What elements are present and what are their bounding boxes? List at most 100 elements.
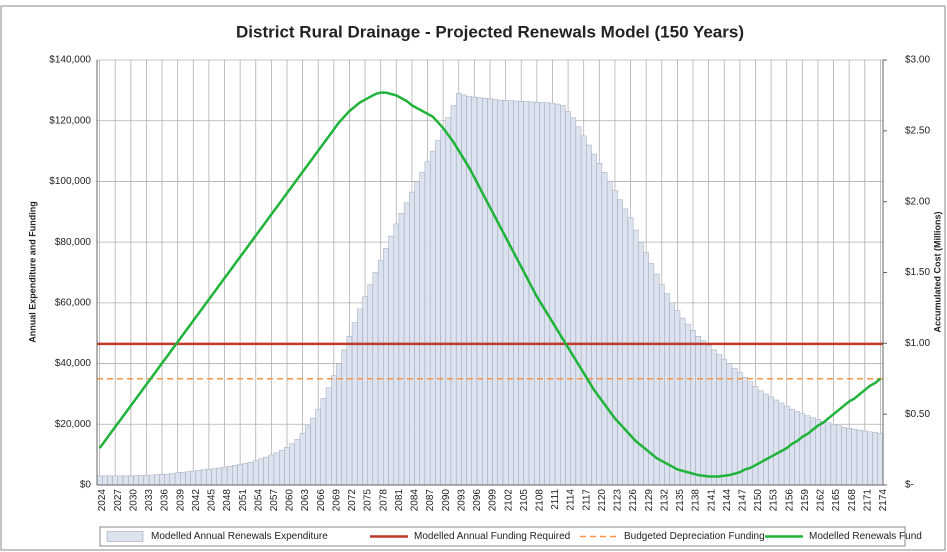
x-tick-label: 2123 — [613, 489, 624, 512]
bar — [789, 408, 795, 486]
legend-label: Budgeted Depreciation Funding — [624, 531, 765, 542]
bar — [148, 474, 155, 486]
bar — [773, 399, 780, 486]
y2-tick-label: $- — [905, 480, 914, 491]
y2-tick-label: $1.50 — [905, 267, 930, 278]
x-tick-label: 2147 — [737, 489, 748, 512]
x-tick-label: 2141 — [706, 489, 717, 512]
bar — [159, 474, 165, 486]
bar — [128, 475, 134, 486]
bar — [523, 101, 530, 486]
x-tick-label: 2135 — [675, 489, 686, 512]
bar — [169, 473, 176, 486]
bar — [310, 418, 316, 486]
bar — [846, 428, 852, 486]
bar — [102, 475, 108, 486]
bar — [544, 102, 551, 486]
legend-label: Modelled Annual Funding Required — [414, 531, 570, 542]
bar — [315, 408, 322, 486]
x-tick-label: 2057 — [269, 489, 280, 512]
bar — [247, 462, 254, 486]
bar — [154, 474, 160, 486]
bar — [565, 111, 571, 486]
x-tick-label: 2030 — [128, 489, 139, 512]
bar — [351, 322, 358, 486]
bar — [695, 336, 702, 486]
line — [98, 91, 882, 478]
bar — [591, 153, 597, 486]
x-tick-label: 2042 — [191, 489, 202, 512]
x-tick-label: 2114 — [566, 489, 577, 511]
y2-tick-label: $2.00 — [905, 196, 930, 207]
bar — [726, 363, 733, 486]
bar — [508, 100, 514, 486]
bar — [133, 475, 139, 486]
bar — [684, 323, 691, 486]
legend-label: Modelled Renewals Fund — [809, 531, 922, 542]
y-tick-label: $60,000 — [55, 297, 92, 308]
x-tick-label: 2066 — [316, 489, 327, 512]
bar — [721, 358, 728, 486]
bar — [674, 310, 681, 486]
bar — [632, 229, 639, 486]
bar — [617, 199, 623, 486]
bar — [502, 100, 509, 486]
bar — [825, 422, 832, 486]
bar — [216, 467, 223, 486]
bar — [258, 458, 264, 486]
bar — [185, 471, 191, 486]
bar — [268, 454, 275, 486]
chart-title: District Rural Drainage - Projected Rene… — [236, 22, 744, 41]
x-tick-label: 2129 — [644, 489, 655, 512]
x-tick-label: 2168 — [847, 489, 858, 512]
x-tick-label: 2078 — [378, 489, 389, 512]
bar — [658, 284, 665, 486]
bar — [794, 411, 800, 486]
bar — [586, 144, 592, 486]
bar — [138, 475, 145, 486]
bar — [606, 181, 613, 486]
bar — [341, 349, 348, 486]
bar — [830, 424, 837, 486]
bar — [96, 475, 103, 486]
bar — [143, 475, 150, 486]
bar — [263, 456, 269, 486]
x-tick-label: 2096 — [472, 489, 483, 512]
bar — [653, 273, 660, 486]
x-tick-label: 2069 — [331, 489, 342, 512]
bar — [299, 433, 306, 486]
bar — [362, 296, 368, 486]
x-tick-label: 2075 — [363, 489, 374, 512]
legend-swatch — [106, 531, 144, 542]
y2-tick-label: $0.50 — [905, 409, 930, 420]
bar — [122, 475, 129, 486]
bar — [289, 443, 296, 486]
bar — [705, 345, 712, 486]
bar — [252, 460, 259, 486]
x-tick-label: 2111 — [550, 489, 561, 510]
bar — [528, 101, 535, 486]
bar — [669, 302, 675, 486]
bar — [429, 150, 436, 486]
bar — [872, 432, 878, 486]
bar — [622, 208, 629, 486]
x-tick-label: 2024 — [97, 489, 108, 512]
bar — [638, 241, 644, 486]
y-tick-label: $120,000 — [49, 115, 91, 126]
bar — [200, 469, 207, 486]
x-tick-label: 2159 — [800, 489, 811, 512]
bar — [570, 117, 577, 486]
x-tick-label: 2087 — [425, 489, 436, 512]
x-tick-label: 2144 — [722, 489, 733, 512]
x-tick-label: 2027 — [113, 489, 124, 512]
bar — [690, 329, 696, 486]
bar — [435, 140, 441, 486]
bar — [440, 129, 446, 486]
bar — [226, 465, 233, 486]
bar — [331, 375, 337, 486]
x-tick-label: 2162 — [816, 489, 827, 512]
bar — [799, 413, 806, 486]
bar — [757, 390, 764, 486]
bar — [211, 468, 217, 486]
